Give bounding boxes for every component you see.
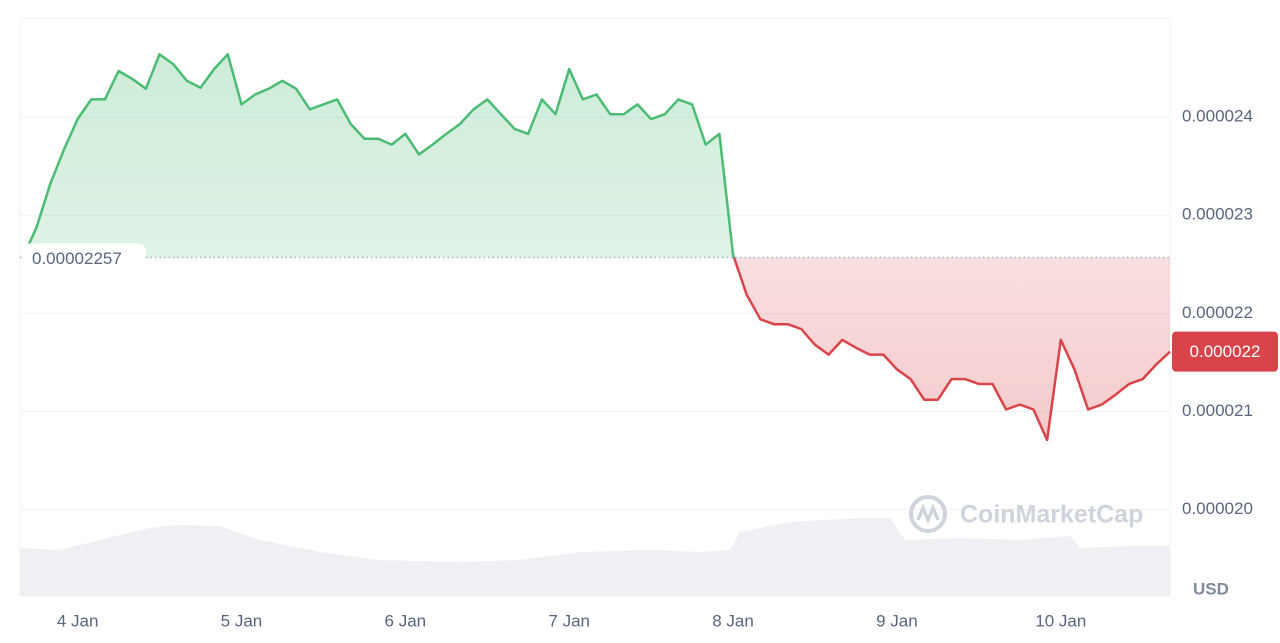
y-tick-label: 0.000023: [1182, 205, 1253, 224]
watermark: CoinMarketCap: [909, 495, 1143, 533]
x-tick-label: 7 Jan: [548, 611, 590, 630]
current-price-badge: [1172, 331, 1278, 372]
x-tick-label: 4 Jan: [57, 611, 99, 630]
price-line-up: [21, 53, 736, 258]
currency-label: USD: [1193, 579, 1229, 598]
x-tick-label: 6 Jan: [385, 611, 427, 630]
volume-area: [20, 518, 1170, 596]
baseline-label-bg: [22, 243, 146, 272]
area-down: [734, 257, 1170, 440]
price-line-down: [23, 257, 1171, 442]
current-price-label: 0.000022: [1190, 342, 1261, 361]
watermark-text: CoinMarketCap: [960, 501, 1143, 529]
x-tick-label: 10 Jan: [1035, 611, 1086, 630]
y-tick-label: 0.000024: [1182, 107, 1253, 126]
x-tick-label: 8 Jan: [712, 611, 754, 630]
y-tick-label: 0.000020: [1182, 499, 1253, 518]
x-tick-label: 5 Jan: [221, 611, 263, 630]
y-tick-label: 0.000022: [1182, 303, 1253, 322]
x-tick-label: 9 Jan: [876, 611, 918, 630]
area-up: [23, 54, 1170, 258]
y-tick-label: 0.000021: [1182, 401, 1253, 420]
baseline-label: 0.00002257: [32, 249, 122, 268]
